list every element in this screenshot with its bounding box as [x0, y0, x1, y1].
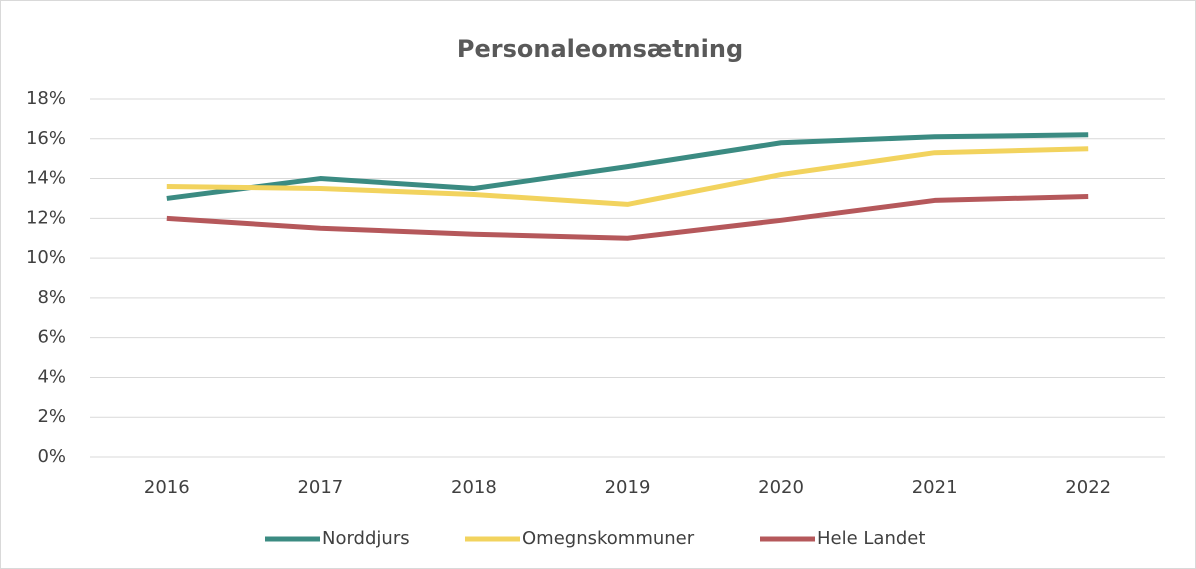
- legend-label: Hele Landet: [817, 528, 925, 549]
- y-tick-label: 2%: [37, 406, 66, 427]
- x-tick-label: 2017: [297, 477, 343, 498]
- chart-title: Personaleomsætning: [457, 35, 743, 63]
- y-tick-label: 8%: [37, 287, 66, 308]
- y-tick-label: 14%: [26, 168, 66, 189]
- series-line: [166, 146, 1089, 207]
- y-tick-label: 6%: [37, 327, 66, 348]
- series-line: [166, 193, 1089, 241]
- legend-label: Norddjurs: [322, 528, 410, 549]
- y-tick-label: 10%: [26, 247, 66, 268]
- x-tick-label: 2019: [605, 477, 651, 498]
- y-tick-label: 0%: [37, 446, 66, 467]
- y-tick-label: 4%: [37, 366, 66, 387]
- y-tick-label: 16%: [26, 128, 66, 149]
- legend-label: Omegnskommuner: [522, 528, 695, 549]
- y-tick-label: 12%: [26, 207, 66, 228]
- x-tick-label: 2018: [451, 477, 497, 498]
- x-tick-label: 2016: [144, 477, 190, 498]
- x-tick-label: 2020: [758, 477, 804, 498]
- x-tick-label: 2022: [1065, 477, 1111, 498]
- series-line: [166, 132, 1089, 201]
- x-tick-label: 2021: [912, 477, 958, 498]
- y-tick-label: 18%: [26, 88, 66, 109]
